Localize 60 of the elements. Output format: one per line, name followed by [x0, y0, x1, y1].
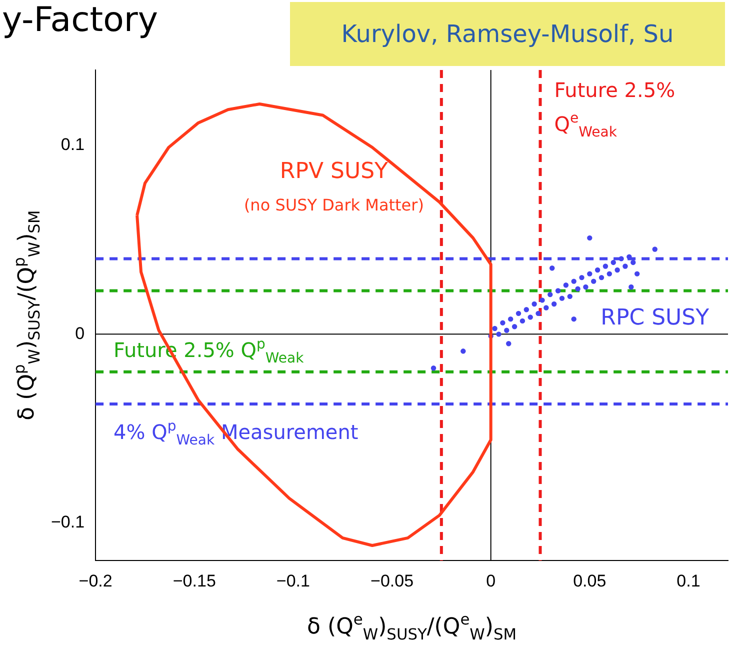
point	[622, 264, 628, 269]
point	[610, 260, 616, 266]
point	[634, 271, 640, 276]
point	[594, 267, 600, 273]
point	[563, 282, 569, 288]
point	[559, 296, 565, 301]
x-tick-label: 0.1	[676, 571, 700, 590]
x-tick-label: −0.05	[370, 571, 414, 590]
y-tick-label: 0	[75, 324, 85, 343]
y-tick-label: 0.1	[60, 135, 85, 154]
point	[579, 274, 584, 280]
point	[555, 288, 561, 294]
y-tick-label: −0.1	[51, 512, 85, 532]
point	[504, 328, 510, 333]
point	[430, 366, 436, 371]
x-tick-label: −0.15	[172, 571, 216, 590]
point	[606, 271, 612, 276]
point	[492, 326, 498, 332]
x-tick-label: 0	[486, 571, 496, 590]
point	[630, 260, 636, 266]
point	[587, 271, 592, 276]
point	[628, 284, 634, 290]
point	[587, 235, 592, 241]
x-tick-label: −0.1	[276, 571, 310, 590]
series-label: RPC SUSY	[600, 305, 710, 330]
point	[508, 316, 514, 322]
point	[652, 246, 658, 252]
point	[618, 256, 624, 262]
point	[544, 305, 549, 310]
point	[548, 292, 553, 298]
x-tick-label: −0.2	[78, 571, 112, 590]
point	[540, 298, 545, 303]
point	[602, 264, 608, 269]
point	[626, 254, 632, 260]
text: Kurylov, Ramsey-Musolf, Su	[290, 2, 725, 66]
point	[571, 278, 576, 284]
point	[496, 332, 502, 337]
point	[550, 266, 555, 271]
text: y-Factory	[2, 0, 158, 40]
point	[575, 286, 580, 292]
point	[528, 314, 533, 320]
point	[591, 278, 596, 284]
point	[551, 301, 557, 307]
point	[460, 348, 466, 354]
point	[520, 318, 526, 324]
point	[500, 320, 506, 326]
text: δ (QpW)SUSY/(QpW)SM	[10, 210, 44, 420]
point	[512, 324, 518, 330]
x-tick-label: 0.05	[573, 571, 606, 590]
point	[516, 310, 522, 316]
point	[571, 316, 576, 322]
point	[524, 307, 530, 312]
point	[536, 310, 541, 316]
point	[583, 284, 588, 290]
series-label: RPV SUSY (no SUSY Dark Matter)	[244, 158, 424, 214]
point	[614, 267, 620, 273]
point	[532, 301, 537, 307]
point	[506, 341, 512, 346]
point	[598, 274, 604, 280]
point	[567, 294, 572, 300]
